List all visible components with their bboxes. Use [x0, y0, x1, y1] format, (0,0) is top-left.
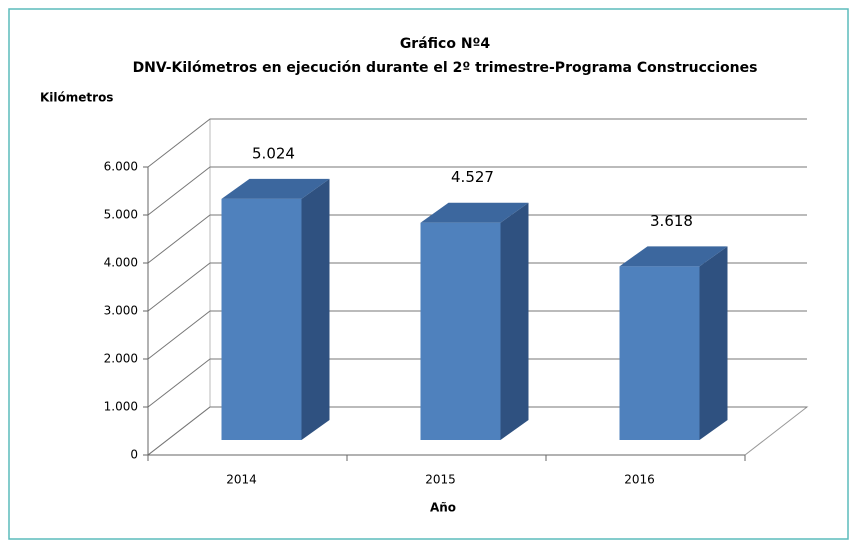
data-label: 4.527: [451, 168, 494, 186]
y-tick-label: 4.000: [104, 256, 138, 270]
data-label: 5.024: [252, 144, 295, 162]
bar-side: [500, 202, 529, 440]
y-tick-label: 2.000: [104, 352, 138, 366]
bar: [619, 266, 700, 440]
bar-top: [221, 178, 330, 199]
x-tick-label: 2015: [425, 473, 456, 487]
grid-line: [147, 118, 807, 168]
x-tick-label: 2014: [226, 473, 257, 487]
chart-title: Gráfico Nº4: [400, 36, 491, 52]
bar-side: [301, 178, 330, 440]
y-axis-label: Kilómetros: [40, 91, 113, 105]
grid-line: [147, 166, 807, 216]
grid-line: [147, 406, 807, 456]
y-tick-label: 5.000: [104, 208, 138, 222]
grid-line: [147, 310, 807, 360]
grid-line: [147, 358, 807, 408]
bar: [221, 198, 302, 440]
y-tick-label: 1.000: [104, 400, 138, 414]
chart-subtitle: DNV-Kilómetros en ejecución durante el 2…: [133, 60, 758, 76]
data-label: 3.618: [650, 212, 693, 230]
x-axis-label: Año: [430, 501, 456, 515]
y-tick-label: 0: [130, 448, 138, 462]
y-tick-label: 3.000: [104, 304, 138, 318]
grid-line: [147, 262, 807, 312]
bar-side: [699, 246, 728, 440]
bar: [420, 222, 501, 440]
y-tick-label: 6.000: [104, 160, 138, 174]
bar-top: [420, 202, 529, 223]
bar-top: [619, 246, 728, 267]
x-tick-label: 2016: [624, 473, 655, 487]
grid-line: [147, 214, 807, 264]
